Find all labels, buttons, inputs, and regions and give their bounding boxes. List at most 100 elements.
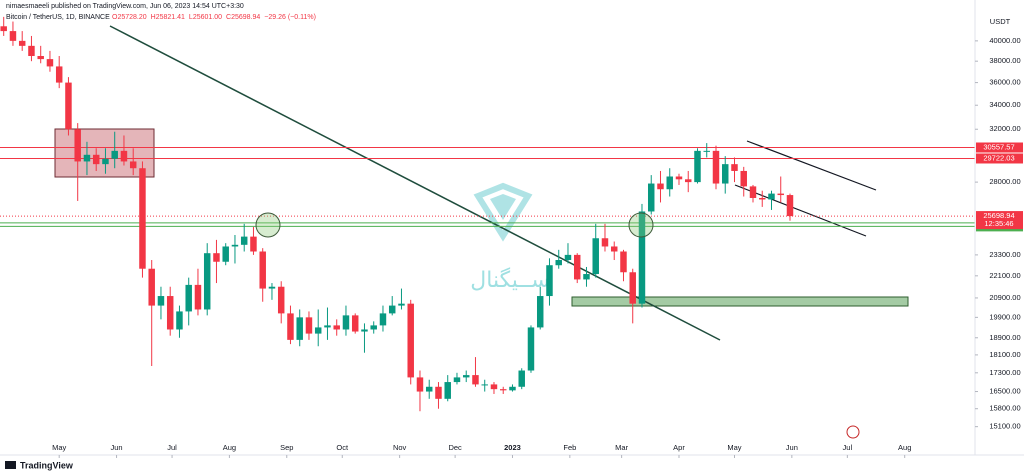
candle-body <box>740 170 747 187</box>
candle-body <box>527 327 535 371</box>
brand-logo <box>5 461 16 469</box>
candle-body <box>509 386 516 391</box>
candle-body <box>314 327 322 334</box>
candle-body <box>444 382 451 399</box>
x-tick-label: Jun <box>786 443 798 452</box>
candle-body <box>166 296 174 330</box>
candle-body <box>435 386 442 399</box>
support-zone <box>571 296 909 307</box>
candle-body <box>46 59 54 67</box>
candle-body <box>250 236 257 252</box>
price-label: 29722.03 <box>983 153 1014 162</box>
candle-body <box>481 384 488 386</box>
y-tick-label: 32000.00 <box>989 124 1020 133</box>
candle-body <box>601 238 609 247</box>
x-tick-label: Aug <box>223 443 236 452</box>
candle-body <box>592 238 599 275</box>
candle-body <box>536 296 544 328</box>
y-tick-label: 22100.00 <box>989 271 1020 280</box>
candle-body <box>666 176 673 190</box>
last-price-label: 25698.94 <box>983 211 1014 220</box>
x-tick-label: 2023 <box>504 443 521 452</box>
candle-body <box>703 150 710 152</box>
candle-body <box>157 296 165 306</box>
price-label: 30557.57 <box>983 142 1014 151</box>
candle-body <box>610 246 618 252</box>
ohlc-value: H25821.41 <box>151 14 185 21</box>
candle-body <box>518 370 525 387</box>
candle-body <box>102 158 109 165</box>
countdown-label: 12:35:46 <box>984 219 1013 228</box>
y-tick-label: 23300.00 <box>989 250 1020 259</box>
candle-body <box>65 82 72 130</box>
candle-body <box>416 377 424 392</box>
candle-body <box>379 313 387 326</box>
candle-body <box>370 325 377 330</box>
candle-body <box>407 303 414 378</box>
candle-body <box>499 389 507 391</box>
candle-body <box>83 154 91 162</box>
candle-body <box>361 329 368 332</box>
candle-body <box>462 375 470 378</box>
published-note: nimaesmaeeli published on TradingView.co… <box>6 3 244 10</box>
candle-body <box>657 183 664 190</box>
candle-body <box>638 211 646 304</box>
ohlc-value: C25698.94 <box>226 14 260 21</box>
x-tick-label: Jun <box>111 443 123 452</box>
candle-body <box>259 251 266 289</box>
y-axis-label: USDT <box>990 17 1011 26</box>
y-tick-label: 28000.00 <box>989 177 1020 186</box>
candle-body <box>129 161 137 169</box>
candle-body <box>583 274 590 280</box>
candle-body <box>555 260 562 266</box>
candle-body <box>453 377 461 383</box>
candle-body <box>721 164 729 184</box>
y-tick-label: 20900.00 <box>989 293 1020 302</box>
highlight-circle <box>628 212 654 238</box>
candle-body <box>268 286 276 289</box>
candle-body <box>786 195 794 217</box>
candle-body <box>37 56 44 60</box>
highlight-circle <box>255 212 281 238</box>
candle-body <box>573 254 581 280</box>
candle-body <box>74 129 81 162</box>
candle-body <box>277 286 285 314</box>
candle-body <box>139 168 146 269</box>
candle-body <box>675 176 683 180</box>
candle-body <box>647 183 655 212</box>
price-label-box <box>976 153 1023 164</box>
y-tick-label: 36000.00 <box>989 78 1020 87</box>
channel-line <box>734 184 867 237</box>
candle-body <box>222 246 229 262</box>
candle-body <box>620 251 627 273</box>
resistance-zone <box>54 128 155 178</box>
y-tick-label: 17300.00 <box>989 368 1020 377</box>
y-tick-label: 40000.00 <box>989 36 1020 45</box>
x-tick-label: Jul <box>843 443 853 452</box>
candle-body <box>777 193 784 196</box>
y-tick-label: 15800.00 <box>989 404 1020 413</box>
candle-body <box>296 317 303 340</box>
candle-body <box>768 193 775 200</box>
candle-body <box>240 236 248 245</box>
y-tick-label: 18900.00 <box>989 333 1020 342</box>
ohlc-value: −29.26 (−0.11%) <box>264 14 316 21</box>
candle-body <box>546 265 553 297</box>
candle-body <box>425 386 433 392</box>
symbol-title: Bitcoin / TetherUS, 1D, BINANCE <box>6 14 110 21</box>
candle-body <box>490 384 498 390</box>
event-icon <box>846 425 860 439</box>
candle-body <box>185 284 192 312</box>
trend-line <box>109 25 721 341</box>
candle-body <box>111 150 118 159</box>
candle-body <box>55 66 63 83</box>
y-tick-label: 19900.00 <box>989 312 1020 321</box>
candle-body <box>28 45 35 57</box>
candle-body <box>203 253 211 310</box>
candle-body <box>148 268 155 306</box>
candle-body <box>324 325 331 328</box>
y-tick-label: 38000.00 <box>989 56 1020 65</box>
y-tick-label: 16500.00 <box>989 387 1020 396</box>
candle-body <box>731 164 738 171</box>
